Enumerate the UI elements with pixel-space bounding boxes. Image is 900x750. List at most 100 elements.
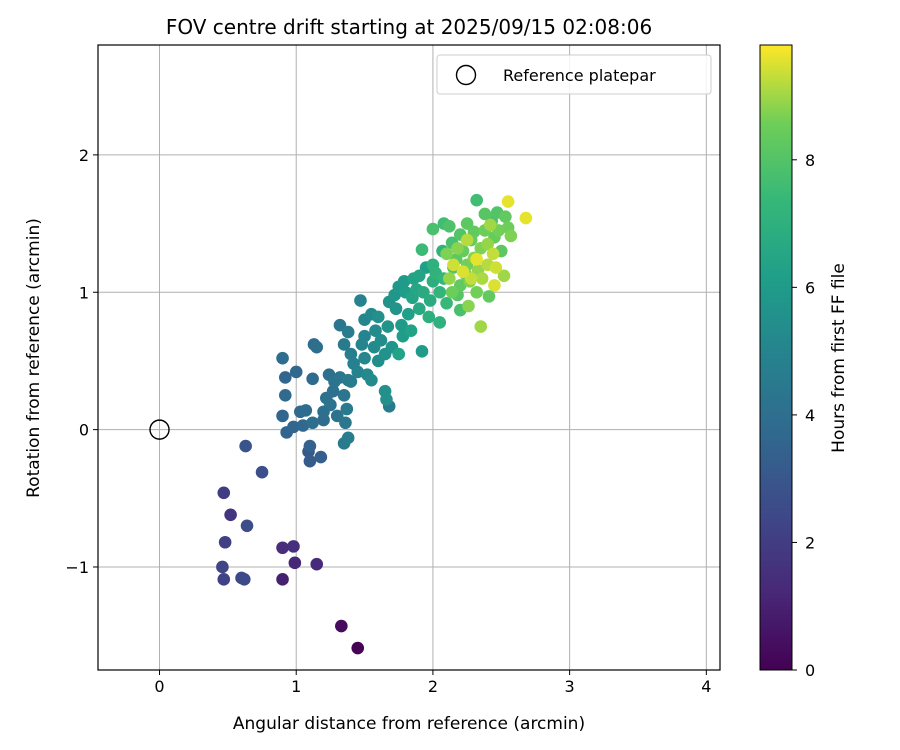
data-point <box>482 290 496 303</box>
reference-platepar-marker <box>149 419 170 440</box>
legend: Reference platepar <box>436 54 712 95</box>
data-point <box>289 365 303 379</box>
legend-marker <box>455 64 477 86</box>
data-point <box>217 486 231 500</box>
data-point <box>287 420 300 434</box>
x-tick-label: 2 <box>428 677 438 696</box>
data-point <box>440 247 453 261</box>
data-point <box>337 388 351 402</box>
data-point <box>240 519 254 533</box>
x-tick-label: 0 <box>154 677 164 696</box>
data-point <box>456 265 470 278</box>
x-tick-label: 4 <box>701 677 711 696</box>
data-point <box>324 398 337 412</box>
data-point <box>351 365 365 379</box>
data-point <box>358 329 371 343</box>
data-point <box>218 535 232 549</box>
data-point <box>489 261 503 274</box>
data-point <box>341 431 355 445</box>
data-point <box>310 340 324 354</box>
x-axis: 0 1 2 3 4 <box>154 670 711 696</box>
data-point <box>415 345 429 358</box>
data-point <box>335 619 348 633</box>
data-point <box>287 540 300 553</box>
data-point <box>365 373 378 387</box>
data-point <box>470 252 483 266</box>
data-point <box>484 218 497 232</box>
data-point <box>488 279 501 292</box>
data-point <box>504 229 518 243</box>
data-point <box>497 269 511 283</box>
data-point <box>237 573 251 586</box>
x-axis-label: Angular distance from reference (arcmin) <box>233 714 585 734</box>
legend-entry-reference: Reference platepar <box>503 66 656 85</box>
colorbar-tick-label: 4 <box>805 406 815 425</box>
y-tick-label: 2 <box>79 146 89 165</box>
data-point <box>380 393 393 406</box>
data-point <box>310 557 324 571</box>
colorbar: 0 2 4 6 8 Hours from first FF file <box>759 44 849 680</box>
x-tick-label: 1 <box>291 677 301 696</box>
data-point <box>337 338 351 351</box>
data-point <box>371 310 385 324</box>
data-point <box>445 285 459 299</box>
data-point <box>392 347 406 361</box>
data-point <box>340 402 354 416</box>
data-point <box>478 207 492 221</box>
data-point <box>276 573 289 586</box>
data-point <box>351 641 365 655</box>
data-point <box>374 334 388 347</box>
data-point <box>415 243 429 256</box>
data-point <box>422 310 436 324</box>
data-point <box>217 573 231 586</box>
data-point <box>224 508 237 522</box>
data-point <box>303 454 317 468</box>
data-point <box>462 299 475 313</box>
y-tick-label: −1 <box>65 558 89 577</box>
data-point <box>470 285 483 299</box>
colorbar-label: Hours from first FF file <box>829 263 849 453</box>
data-point <box>397 274 411 288</box>
data-point <box>296 419 310 432</box>
data-point <box>358 351 371 365</box>
colorbar-gradient <box>759 44 793 671</box>
y-tick-label: 0 <box>79 421 89 440</box>
data-point <box>460 233 474 247</box>
data-point <box>239 439 252 453</box>
data-point <box>344 347 358 361</box>
data-point <box>412 302 426 316</box>
data-point <box>395 318 408 332</box>
plot-frame <box>97 44 721 671</box>
data-point <box>475 272 489 285</box>
colorbar-tick-label: 8 <box>805 151 815 170</box>
data-point <box>288 556 302 570</box>
data-point <box>326 384 340 398</box>
data-point <box>276 409 289 423</box>
data-point <box>499 210 512 224</box>
data-point <box>381 320 395 333</box>
chart-title: FOV centre drift starting at 2025/09/15 … <box>166 15 652 39</box>
data-point <box>451 241 464 255</box>
data-point <box>481 237 494 251</box>
data-point <box>299 404 313 417</box>
data-point <box>519 211 533 225</box>
data-point <box>402 307 415 321</box>
colorbar-tick-label: 2 <box>805 533 815 552</box>
y-tick-label: 1 <box>79 283 89 302</box>
colorbar-ticks: 0 2 4 6 8 <box>792 151 815 680</box>
data-point <box>470 193 483 207</box>
data-point <box>306 416 319 430</box>
data-point <box>433 285 447 299</box>
y-axis-label: Rotation from reference (arcmin) <box>24 218 44 498</box>
data-point <box>447 258 460 272</box>
data-point <box>423 294 437 307</box>
data-point <box>278 371 292 384</box>
data-point <box>501 195 515 208</box>
data-point <box>341 325 355 339</box>
data-point <box>443 220 456 233</box>
data-point <box>474 320 488 333</box>
x-tick-label: 3 <box>565 677 575 696</box>
data-point <box>440 296 453 310</box>
colorbar-tick-label: 6 <box>805 278 815 297</box>
